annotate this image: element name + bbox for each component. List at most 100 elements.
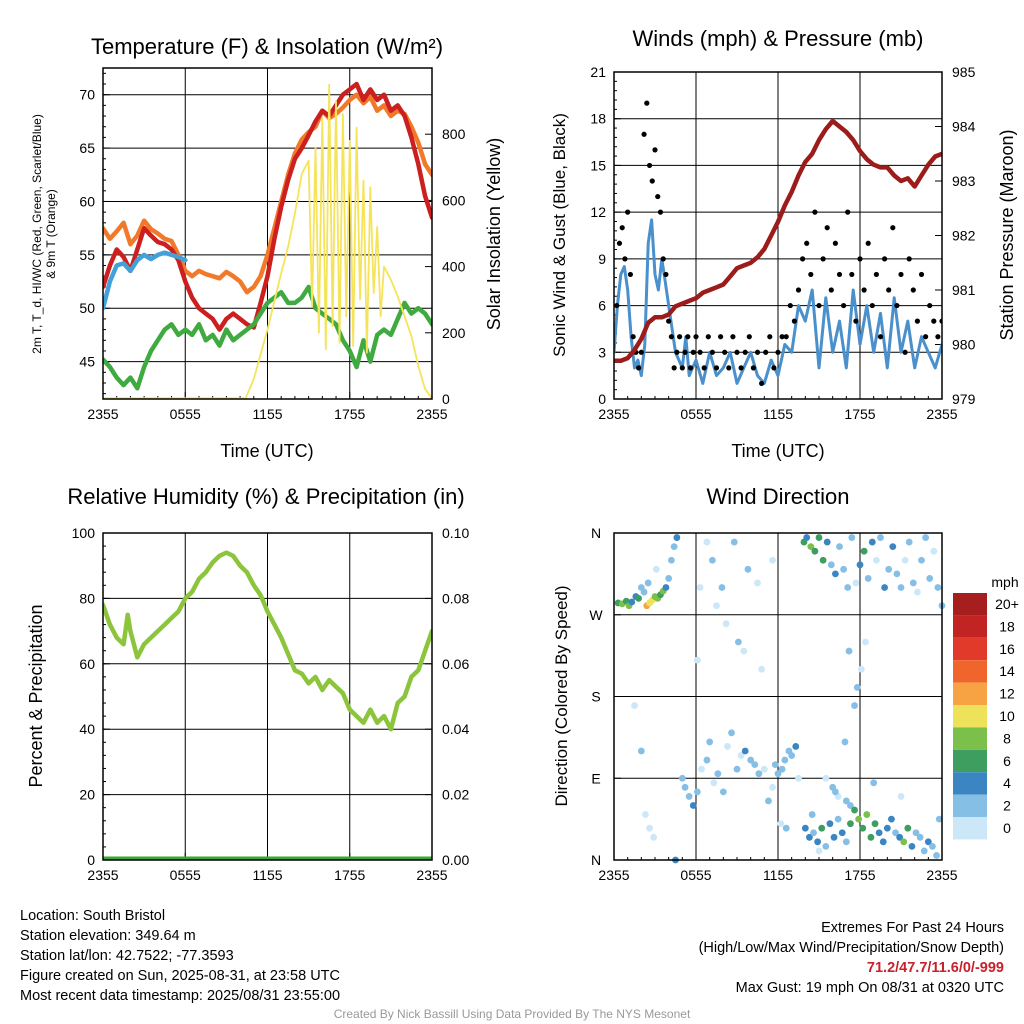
direction-point — [778, 765, 786, 773]
tick-label-x: 1755 — [844, 867, 875, 883]
tick-label-y: N — [591, 852, 601, 868]
direction-point — [665, 575, 673, 582]
direction-point — [842, 838, 850, 846]
gust-point — [674, 349, 680, 355]
gust-point — [841, 302, 847, 309]
max-gust: Max Gust: 19 mph On 08/31 at 0320 UTC — [735, 980, 1004, 996]
direction-point — [830, 833, 838, 841]
tick-label-y2: 983 — [952, 173, 976, 189]
direction-point — [689, 802, 697, 809]
direction-point — [713, 602, 720, 610]
gust-point — [657, 209, 664, 215]
direction-point — [893, 570, 901, 578]
direction-point — [848, 534, 856, 541]
gust-point — [763, 349, 769, 355]
colorbar-label: 14 — [999, 663, 1015, 679]
gust-point — [652, 147, 658, 153]
figure-created: Figure created on Sun, 2025-08-31, at 23… — [20, 968, 340, 984]
colorbar-label: 6 — [1003, 753, 1011, 769]
temperature-ylabel-line1: 2m T, T_d, HI/WC (Red, Green, Scarlet/Bl… — [30, 114, 44, 354]
direction-point — [822, 774, 830, 782]
colorbar-label: 2 — [1003, 798, 1011, 814]
tick-label-x: 1755 — [334, 867, 365, 883]
direction-point — [710, 779, 718, 787]
colorbar-swatch — [953, 817, 987, 840]
gust-point — [804, 240, 810, 246]
direction-point — [823, 538, 831, 546]
direction-point — [765, 797, 772, 805]
wind-direction-title: Wind Direction — [706, 484, 849, 509]
direction-point — [859, 824, 867, 832]
direction-point — [811, 547, 819, 555]
direction-point — [851, 702, 858, 709]
direction-point — [673, 534, 681, 541]
gust-point — [808, 271, 814, 278]
gust-point — [722, 349, 728, 355]
direction-point — [703, 756, 711, 764]
colorbar-label: 12 — [999, 686, 1015, 702]
direction-point — [871, 820, 879, 828]
direction-point — [650, 833, 658, 841]
direction-point — [719, 788, 727, 796]
direction-point — [681, 783, 689, 791]
series-line-2m-t-d-green- — [103, 284, 432, 391]
tick-label-y: 70 — [79, 87, 95, 103]
gust-point — [649, 178, 655, 184]
gust-point — [800, 256, 806, 262]
tick-label-y: 9 — [598, 251, 606, 267]
tick-label-y2: 200 — [442, 325, 466, 341]
gust-point — [902, 349, 908, 355]
series-line-9m-t-orange- — [103, 92, 432, 295]
tick-label-y: 21 — [590, 64, 606, 80]
colorbar-label: 0 — [1003, 820, 1011, 836]
series-line-hi-wc-blue- — [103, 250, 188, 311]
direction-point — [918, 556, 925, 564]
gust-point — [705, 334, 711, 340]
direction-point — [852, 579, 860, 587]
gust-point — [812, 209, 818, 215]
direction-point — [922, 534, 929, 541]
direction-point — [678, 774, 686, 782]
direction-point — [693, 788, 701, 796]
tick-label-x: 0555 — [680, 867, 711, 883]
tick-label-y: 60 — [79, 193, 95, 209]
tick-label-y: 55 — [79, 247, 95, 263]
gust-point — [679, 365, 685, 371]
direction-point — [810, 829, 817, 837]
direction-point — [635, 595, 642, 602]
tick-label-y2: 0.10 — [442, 525, 469, 541]
tick-label-x: 1155 — [252, 867, 282, 883]
tick-label-y2: 800 — [442, 126, 466, 142]
tick-label-x: 1155 — [763, 406, 793, 422]
gust-point — [685, 334, 691, 340]
direction-point — [808, 811, 816, 818]
direction-point — [855, 815, 863, 823]
tick-label-x: 2355 — [926, 406, 957, 422]
direction-point — [901, 556, 909, 564]
tick-label-y2: 984 — [952, 119, 976, 135]
direction-point — [834, 815, 842, 823]
direction-point — [640, 588, 648, 596]
direction-point — [827, 561, 835, 569]
humidity-panel-title: Relative Humidity (%) & Precipitation (i… — [67, 484, 464, 509]
gust-point — [666, 318, 672, 324]
direction-point — [832, 570, 839, 578]
tick-label-x: 2355 — [416, 406, 447, 422]
extremes-block: Extremes For Past 24 Hours (High/Low/Max… — [699, 918, 1004, 998]
tick-label-y: 65 — [79, 140, 95, 156]
colorbar-swatch — [953, 772, 987, 795]
series-line-sonic-wind-blue- — [614, 218, 942, 385]
temperature-y2label: Solar Insolation (Yellow) — [484, 138, 504, 330]
gust-point — [931, 318, 937, 324]
direction-point — [662, 584, 670, 591]
direction-point — [892, 829, 899, 837]
tick-label-y2: 982 — [952, 228, 976, 244]
direction-point — [832, 788, 839, 796]
colorbar-swatch — [953, 749, 987, 773]
gust-point — [713, 365, 720, 371]
colorbar-swatch — [953, 794, 987, 817]
gust-point — [682, 349, 688, 355]
colorbar-swatch — [953, 660, 987, 683]
direction-point — [847, 820, 854, 828]
